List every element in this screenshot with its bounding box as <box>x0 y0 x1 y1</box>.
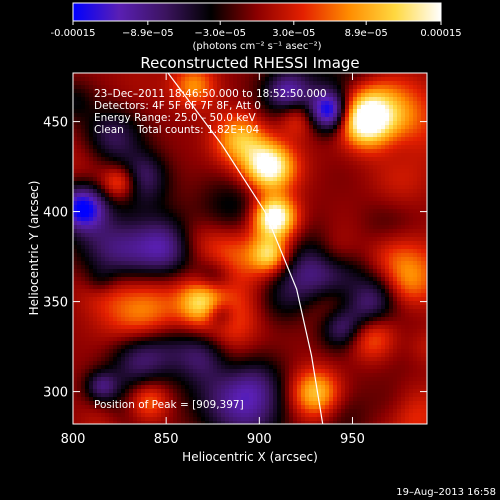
solar-limb-curve <box>167 73 324 424</box>
colorbar-tick-label: -0.00015 <box>51 28 96 39</box>
heatmap-image <box>73 73 427 424</box>
y-tick-label: 450 <box>43 116 68 131</box>
peak-marker <box>274 215 278 219</box>
observation-info: 23–Dec–2011 18:46:50.000 to 18:52:50.000… <box>94 88 327 136</box>
y-tick-label: 300 <box>43 386 68 401</box>
colorbar-tick-label: 3.0e−05 <box>272 28 315 39</box>
colorbar-units-label: (photons cm⁻² s⁻¹ asec⁻²) <box>192 41 321 52</box>
peak-dot <box>274 215 278 219</box>
colorbar-tick-label: −8.9e−05 <box>122 28 174 39</box>
annotation-detectors: Detectors: 4F 5F 6F 7F 8F, Att 0 <box>94 100 261 112</box>
x-tick-label: 900 <box>247 432 272 447</box>
colorbar-tick-label: 0.00015 <box>420 28 461 39</box>
plot-frame <box>72 72 428 425</box>
y-axis-ticks: 300 350 400 450 <box>43 116 427 401</box>
y-axis-label: Heliocentric Y (arcsec) <box>27 181 41 316</box>
x-tick-label: 800 <box>61 432 86 447</box>
x-axis-ticks: 800 850 900 950 <box>61 73 365 447</box>
peak-position-label: Position of Peak = [909,397] <box>94 399 244 411</box>
annotation-energy-range: Energy Range: 25.0 – 50.0 keV <box>94 112 256 124</box>
annotation-clean-counts: Clean Total counts: 1.82E+04 <box>94 124 259 136</box>
x-axis-label: Heliocentric X (arcsec) <box>182 450 318 464</box>
x-tick-label: 950 <box>340 432 365 447</box>
x-tick-label: 850 <box>154 432 179 447</box>
render-timestamp: 19–Aug–2013 16:58 <box>396 487 496 498</box>
y-tick-label: 400 <box>43 206 68 221</box>
chart-title: Reconstructed RHESSI Image <box>140 54 359 72</box>
colorbar <box>72 2 442 22</box>
colorbar-tick-label: −3.0e−05 <box>194 28 246 39</box>
y-tick-label: 350 <box>43 296 68 311</box>
annotation-time-range: 23–Dec–2011 18:46:50.000 to 18:52:50.000 <box>94 88 327 100</box>
colorbar-tick-label: 8.9e−05 <box>345 28 388 39</box>
colorbar-ticks: -0.00015 −8.9e−05 −3.0e−05 3.0e−05 8.9e−05 0.… <box>51 21 462 39</box>
